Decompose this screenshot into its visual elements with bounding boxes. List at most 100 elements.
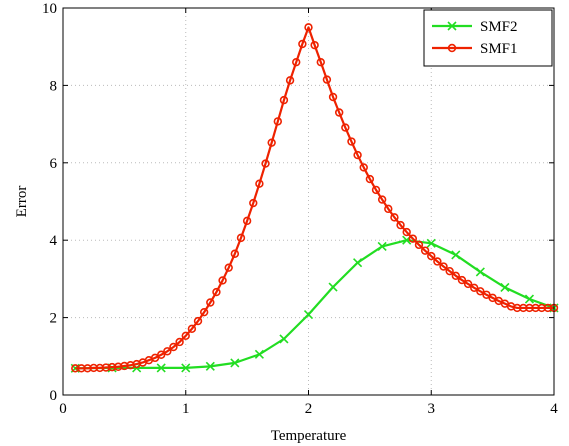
- smf2-point: [377, 241, 387, 251]
- smf2-point: [205, 361, 215, 371]
- smf2-point: [303, 309, 314, 320]
- smf2-point: [524, 294, 535, 304]
- smf2-point-stroke: [279, 334, 289, 344]
- smf1-point: [199, 307, 209, 317]
- smf1-point: [181, 331, 190, 340]
- smf2-point: [475, 267, 485, 277]
- smf1-point: [157, 350, 166, 359]
- smf1-point: [230, 249, 240, 258]
- y-tick-label: 4: [50, 233, 58, 249]
- grid-lines: [63, 8, 554, 395]
- smf1-point: [457, 275, 467, 285]
- smf2-point: [426, 238, 436, 248]
- smf2-point-stroke: [205, 361, 215, 371]
- smf2-point-stroke: [500, 282, 510, 292]
- smf1-point: [470, 283, 479, 293]
- smf1-point: [377, 195, 387, 204]
- smf1-point: [273, 117, 283, 126]
- smf1-point: [347, 137, 356, 146]
- smf2-point: [230, 358, 240, 368]
- smf1-point: [359, 163, 368, 172]
- smf2-point-stroke: [156, 363, 166, 373]
- smf1-point: [267, 138, 276, 147]
- smf1-point: [439, 262, 448, 271]
- smf2-point: [328, 282, 338, 292]
- smf1-point: [212, 287, 221, 297]
- x-tick-label: 3: [428, 401, 436, 417]
- legend-marker-smf1: [447, 43, 457, 53]
- y-axis-label: Error: [14, 186, 30, 218]
- smf2-point-stroke: [230, 358, 240, 368]
- smf2-point: [156, 363, 166, 373]
- legend-marker-smf2-stroke: [447, 21, 457, 31]
- smf1-point: [384, 204, 393, 214]
- smf1-point: [365, 174, 375, 184]
- smf1-point: [328, 92, 338, 102]
- smf2-point: [279, 334, 289, 344]
- smf2-point-stroke: [181, 363, 191, 373]
- smf1-point: [249, 198, 258, 208]
- smf1-point: [310, 40, 319, 50]
- smf2-point-stroke: [254, 349, 264, 359]
- smf1-point: [420, 246, 430, 255]
- legend-label-smf1: SMF1: [480, 41, 518, 57]
- smf1-point: [414, 240, 424, 250]
- smf1-point: [433, 257, 442, 266]
- smf1-line: [75, 26, 554, 370]
- smf1-point: [193, 316, 203, 326]
- smf2-series: [70, 235, 559, 373]
- smf1-point: [316, 57, 325, 67]
- smf1-point: [304, 23, 313, 32]
- smf2-point-stroke: [377, 241, 387, 251]
- smf2-point-stroke: [303, 309, 314, 320]
- smf1-point: [396, 220, 405, 230]
- y-tick-label: 0: [50, 388, 58, 404]
- smf1-point: [255, 179, 264, 188]
- smf1-point: [187, 324, 197, 334]
- ticks-layer: 0 1 2 3 4 0 2 4 6 8 10: [42, 1, 558, 417]
- smf2-point-stroke: [524, 294, 535, 304]
- smf1-point: [236, 233, 246, 243]
- smf1-point: [390, 213, 399, 222]
- y-tick-label: 8: [50, 78, 58, 94]
- series-layer: [70, 23, 559, 373]
- smf1-point: [242, 216, 252, 226]
- smf2-point-stroke: [451, 250, 461, 260]
- smf2-point: [451, 250, 461, 260]
- smf1-point: [408, 234, 418, 243]
- x-tick-label: 2: [305, 401, 313, 417]
- legend-label-smf2: SMF2: [480, 19, 518, 35]
- smf1-series: [71, 23, 559, 373]
- x-tick-label: 1: [182, 401, 190, 417]
- smf1-point: [463, 279, 473, 289]
- smf1-point: [163, 347, 172, 356]
- smf2-line: [75, 239, 555, 370]
- y-tick-label: 2: [50, 311, 58, 327]
- x-tick-label: 0: [59, 401, 67, 417]
- smf1-point: [353, 150, 362, 160]
- smf1-point: [402, 227, 411, 237]
- legend-marker-smf2: [447, 21, 457, 31]
- smf1-point: [298, 39, 307, 49]
- smf2-point: [254, 349, 264, 359]
- legend-item-smf1: SMF1: [432, 41, 518, 57]
- smf1-point: [371, 185, 381, 195]
- x-axis-label: Temperature: [271, 428, 347, 444]
- smf1-point: [445, 266, 454, 276]
- smf1-point: [261, 159, 270, 168]
- smf1-point: [224, 263, 233, 272]
- smf1-point: [285, 76, 295, 85]
- legend-item-smf2: SMF2: [432, 19, 518, 35]
- legend-box: [423, 9, 553, 67]
- smf2-point-stroke: [475, 267, 485, 277]
- smf1-point: [322, 75, 332, 84]
- smf1-point: [169, 342, 178, 352]
- y-tick-label: 10: [42, 1, 57, 17]
- smf2-point: [181, 363, 191, 373]
- smf1-point: [427, 251, 436, 261]
- smf1-point: [206, 298, 215, 307]
- smf2-point-stroke: [328, 282, 338, 292]
- smf2-point-stroke: [353, 258, 363, 268]
- smf2-point: [353, 258, 363, 268]
